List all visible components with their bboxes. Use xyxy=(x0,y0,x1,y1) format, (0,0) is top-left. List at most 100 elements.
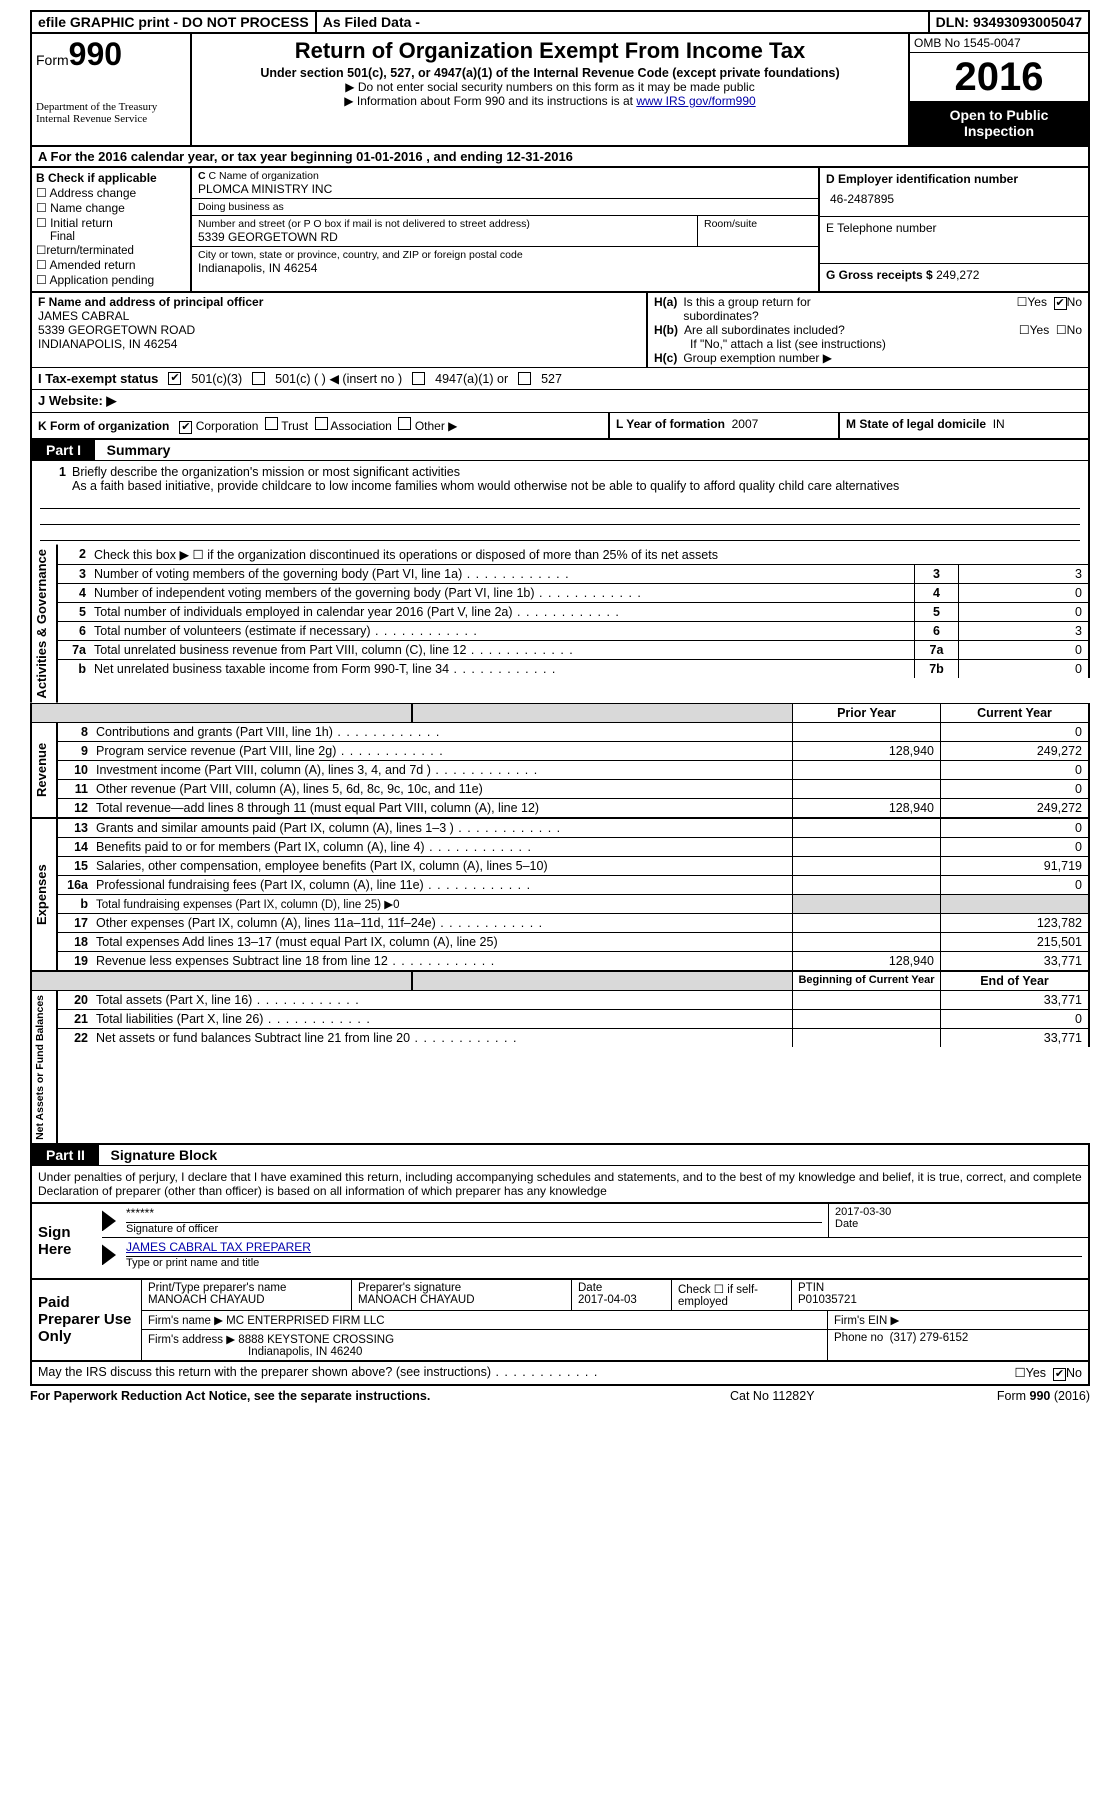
l5-val: 0 xyxy=(958,603,1088,621)
mission-text: As a faith based initiative, provide chi… xyxy=(72,479,899,493)
irs-link[interactable]: www IRS gov/form990 xyxy=(636,94,755,108)
sign-here-label: Sign Here xyxy=(32,1204,102,1278)
form-title: Return of Organization Exempt From Incom… xyxy=(198,38,902,64)
chk-501c3[interactable] xyxy=(168,372,181,385)
title-box: Return of Organization Exempt From Incom… xyxy=(192,34,908,145)
form-header: Form990 Department of the Treasury Inter… xyxy=(30,34,1090,147)
row-j-website: J Website: ▶ xyxy=(30,390,1090,413)
prep-date: 2017-04-03 xyxy=(578,1294,637,1306)
line2: Check this box ▶ ☐ if the organization d… xyxy=(90,545,1088,564)
top-bar: efile GRAPHIC print - DO NOT PROCESS As … xyxy=(30,10,1090,34)
l14-cy: 0 xyxy=(940,838,1088,856)
row-a-period: A For the 2016 calendar year, or tax yea… xyxy=(30,147,1090,168)
city-state-zip: Indianapolis, IN 46254 xyxy=(198,261,812,275)
year-formation: 2007 xyxy=(732,417,759,431)
section-revenue: Revenue 8Contributions and grants (Part … xyxy=(30,723,1090,819)
officer-signature: ****** xyxy=(126,1206,822,1223)
chk-name-change[interactable]: Name change xyxy=(36,201,186,215)
l9-py: 128,940 xyxy=(792,742,940,760)
section-activities: Activities & Governance 2Check this box … xyxy=(30,545,1090,704)
footer: For Paperwork Reduction Act Notice, see … xyxy=(30,1386,1090,1406)
tab-net: Net Assets or Fund Balances xyxy=(30,991,58,1144)
sign-block: Sign Here ****** Signature of officer 20… xyxy=(30,1204,1090,1280)
firm-name: MC ENTERPRISED FIRM LLC xyxy=(226,1315,384,1327)
prep-ptin: P01035721 xyxy=(798,1294,857,1306)
tab-revenue: Revenue xyxy=(30,723,58,817)
gross-receipts: 249,272 xyxy=(936,268,979,282)
firm-addr1: 8888 KEYSTONE CROSSING xyxy=(238,1334,394,1346)
l10-cy: 0 xyxy=(940,761,1088,779)
firm-addr2: Indianapolis, IN 46240 xyxy=(148,1346,362,1358)
col-b-checkboxes: B Check if applicable Address change Nam… xyxy=(32,168,192,291)
l22-cy: 33,771 xyxy=(940,1029,1088,1047)
chk-final[interactable]: Final xyxy=(50,231,186,243)
officer-addr1: 5339 GEORGETOWN ROAD xyxy=(38,323,195,337)
chk-527[interactable] xyxy=(518,372,531,385)
chk-trust[interactable] xyxy=(265,417,278,430)
chk-initial-return[interactable]: Initial return xyxy=(36,216,186,230)
as-filed: As Filed Data - xyxy=(315,12,426,32)
chk-other[interactable] xyxy=(398,417,411,430)
ein: 46-2487895 xyxy=(826,186,1082,212)
officer-name: JAMES CABRAL xyxy=(38,309,129,323)
irs: Internal Revenue Service xyxy=(36,113,186,125)
l11-cy: 0 xyxy=(940,780,1088,798)
form-ref: Form 990 (2016) xyxy=(930,1389,1090,1403)
officer-addr2: INDIANAPOLIS, IN 46254 xyxy=(38,337,177,351)
l7b-val: 0 xyxy=(958,660,1088,678)
l18-cy: 215,501 xyxy=(940,933,1088,951)
hb-yesno[interactable]: ☐Yes ☐No xyxy=(1019,323,1082,337)
l20-cy: 33,771 xyxy=(940,991,1088,1009)
l19-cy: 33,771 xyxy=(940,952,1088,970)
efile-notice: efile GRAPHIC print - DO NOT PROCESS xyxy=(32,12,315,32)
part2-header: Part II Signature Block xyxy=(30,1145,1090,1166)
row-i-tax-status: I Tax-exempt status 501(c)(3) 501(c) ( )… xyxy=(30,368,1090,390)
firm-phone: (317) 279-6152 xyxy=(890,1332,969,1344)
prep-self-employed[interactable]: Check ☐ if self-employed xyxy=(672,1280,792,1310)
form-number-box: Form990 Department of the Treasury Inter… xyxy=(32,34,192,145)
street-address: 5339 GEORGETOWN RD xyxy=(198,230,691,244)
net-header: Beginning of Current Year End of Year xyxy=(30,972,1090,991)
year-box: OMB No 1545-0047 2016 Open to PublicInsp… xyxy=(908,34,1088,145)
col-c-org: C C Name of organization PLOMCA MINISTRY… xyxy=(192,168,818,291)
l17-cy: 123,782 xyxy=(940,914,1088,932)
ha-yesno[interactable]: ☐Yes No xyxy=(1017,295,1082,310)
prep-sig: MANOACH CHAYAUD xyxy=(358,1294,475,1306)
row-f-h: F Name and address of principal officer … xyxy=(30,293,1090,368)
part1-header: Part I Summary xyxy=(30,440,1090,460)
paperwork-notice: For Paperwork Reduction Act Notice, see … xyxy=(30,1389,730,1403)
l9-cy: 249,272 xyxy=(940,742,1088,760)
chk-4947[interactable] xyxy=(412,372,425,385)
mission-block: 1 Briefly describe the organization's mi… xyxy=(30,460,1090,545)
l13-cy: 0 xyxy=(940,819,1088,837)
l12-py: 128,940 xyxy=(792,799,940,817)
l6-val: 3 xyxy=(958,622,1088,640)
l8-cy: 0 xyxy=(940,723,1088,741)
tab-expenses: Expenses xyxy=(30,819,58,970)
perjury-statement: Under penalties of perjury, I declare th… xyxy=(30,1166,1090,1204)
firm-ein: Firm's EIN ▶ xyxy=(828,1311,1088,1329)
section-expenses: Expenses 13Grants and similar amounts pa… xyxy=(30,819,1090,972)
discuss-yesno[interactable]: ☐Yes No xyxy=(1014,1365,1082,1381)
tab-activities: Activities & Governance xyxy=(30,545,58,703)
chk-address-change[interactable]: Address change xyxy=(36,186,186,200)
dln: DLN: 93493093005047 xyxy=(928,12,1088,32)
chk-corp[interactable] xyxy=(179,421,192,434)
chk-501c[interactable] xyxy=(252,372,265,385)
cat-no: Cat No 11282Y xyxy=(730,1389,930,1403)
l21-cy: 0 xyxy=(940,1010,1088,1028)
l7a-val: 0 xyxy=(958,641,1088,659)
col-d: D Employer identification number 46-2487… xyxy=(818,168,1088,291)
row-klm: K Form of organization Corporation Trust… xyxy=(30,413,1090,440)
l3-val: 3 xyxy=(958,565,1088,583)
officer-printed-name: JAMES CABRAL TAX PREPARER xyxy=(126,1240,1082,1257)
chk-amended[interactable]: Amended return xyxy=(36,258,186,272)
chk-assoc[interactable] xyxy=(315,417,328,430)
l19-py: 128,940 xyxy=(792,952,940,970)
pycy-header: Prior Year Current Year xyxy=(30,704,1090,723)
l16a-cy: 0 xyxy=(940,876,1088,894)
chk-pending[interactable]: Application pending xyxy=(36,273,186,287)
org-name: PLOMCA MINISTRY INC xyxy=(198,182,812,196)
hc-exemption: Group exemption number ▶ xyxy=(683,351,832,365)
open-to-public: Open to PublicInspection xyxy=(910,101,1088,145)
